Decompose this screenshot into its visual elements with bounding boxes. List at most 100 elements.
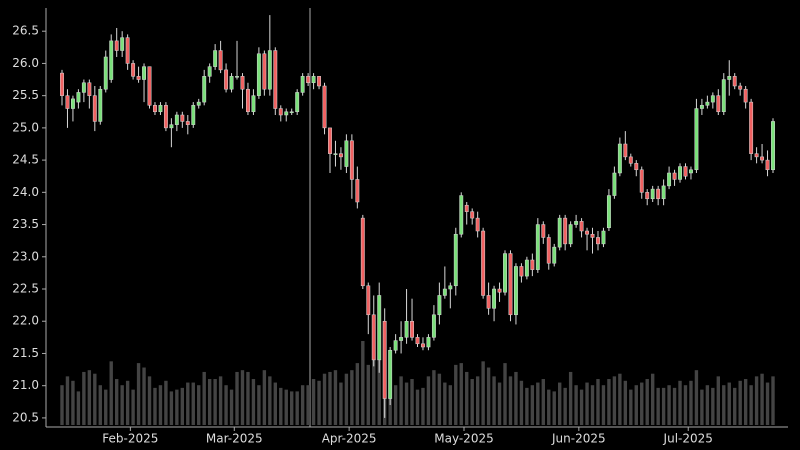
candle-body	[388, 349, 393, 399]
volume-bar	[470, 379, 474, 425]
candle-body	[612, 172, 617, 196]
candle-body	[585, 230, 589, 235]
volume-bar	[295, 391, 299, 425]
candle-body	[557, 217, 562, 248]
candle-body	[125, 37, 130, 64]
candle-body	[481, 230, 486, 296]
candle-body	[541, 224, 546, 238]
candle-body	[754, 153, 759, 158]
candle-body	[497, 288, 502, 293]
volume-bar	[733, 387, 737, 425]
candle-body	[81, 82, 86, 93]
candle-body	[300, 76, 305, 93]
volume-bar	[131, 389, 135, 425]
candle-body	[524, 259, 529, 277]
candle-body	[213, 50, 218, 67]
candle-body	[574, 221, 579, 225]
volume-bar	[153, 387, 157, 425]
candle-body	[366, 285, 371, 316]
volume-bar	[694, 370, 699, 425]
candle-body	[235, 76, 239, 78]
candle-body	[306, 76, 311, 84]
candle-body	[431, 314, 436, 338]
candle-body	[142, 66, 146, 80]
volume-bar	[596, 379, 600, 425]
volume-bar	[306, 385, 310, 425]
volume-bar	[246, 371, 250, 425]
volume-bar	[339, 382, 343, 425]
candle-body	[70, 98, 75, 109]
volume-bar	[60, 385, 64, 425]
candle-body	[180, 114, 185, 122]
candle-body	[710, 95, 715, 103]
volume-bar	[344, 373, 349, 425]
volume-bar	[508, 376, 513, 425]
candle-body	[590, 233, 595, 238]
candle-body	[333, 153, 338, 155]
candle-body	[246, 88, 250, 113]
candle-body	[322, 85, 327, 129]
candle-body	[163, 105, 168, 129]
candle-body	[191, 105, 196, 125]
x-tick-label: Feb-2025	[102, 432, 158, 446]
volume-bar	[437, 373, 442, 425]
volume-bar	[443, 382, 447, 425]
volume-bar	[481, 361, 485, 425]
x-tick-label: Jul-2025	[663, 432, 713, 446]
candle-body	[131, 63, 136, 77]
volume-bar	[71, 380, 75, 425]
candle-body	[399, 337, 404, 341]
candle-body	[224, 69, 229, 90]
candle-body	[256, 53, 261, 96]
volume-bar	[180, 387, 185, 425]
candle-body	[207, 66, 212, 77]
volume-bar	[175, 389, 179, 425]
volume-bar	[82, 371, 86, 425]
candle-body	[514, 266, 518, 316]
y-tick-label: 25.5	[12, 88, 39, 102]
candle-body	[639, 169, 644, 193]
volume-bar	[623, 380, 628, 425]
candle-body	[464, 204, 469, 212]
volume-bar	[454, 364, 458, 425]
volume-bar	[366, 364, 370, 425]
x-tick-label: Mar-2025	[206, 432, 263, 446]
volume-bar	[76, 391, 81, 425]
y-tick-label: 22.5	[12, 282, 39, 296]
candle-body	[174, 114, 179, 125]
candle-body	[705, 101, 710, 106]
volume-bar	[224, 385, 228, 425]
volume-bar	[475, 376, 480, 425]
volume-bar	[197, 385, 201, 425]
candle-body	[546, 237, 551, 264]
candle-body	[738, 85, 743, 90]
candle-body	[508, 253, 513, 316]
volume-bar	[273, 382, 277, 425]
candle-body	[552, 246, 557, 264]
candle-body	[328, 127, 332, 154]
candle-body	[147, 66, 152, 106]
candle-body	[672, 172, 677, 180]
volume-bar	[607, 379, 611, 425]
volume-bar	[158, 385, 163, 425]
candle-body	[771, 121, 775, 171]
x-tick-label: May-2025	[434, 432, 493, 446]
candle-body	[678, 166, 682, 180]
volume-bar	[525, 387, 529, 425]
volume-bar	[114, 379, 119, 425]
y-tick-label: 23.0	[12, 249, 39, 263]
volume-bar	[618, 373, 622, 425]
volume-bar	[634, 385, 638, 425]
candle-body	[563, 217, 568, 245]
volume-bar	[207, 379, 212, 425]
volume-bar	[98, 385, 102, 425]
volume-bar	[530, 385, 535, 425]
volume-bar	[689, 380, 693, 425]
volume-bar	[503, 363, 507, 425]
volume-bar	[650, 373, 655, 425]
candle-body	[338, 153, 343, 158]
volume-bar	[410, 379, 414, 425]
candle-body	[519, 266, 524, 277]
volume-bar	[749, 385, 753, 425]
candle-body	[311, 76, 316, 84]
